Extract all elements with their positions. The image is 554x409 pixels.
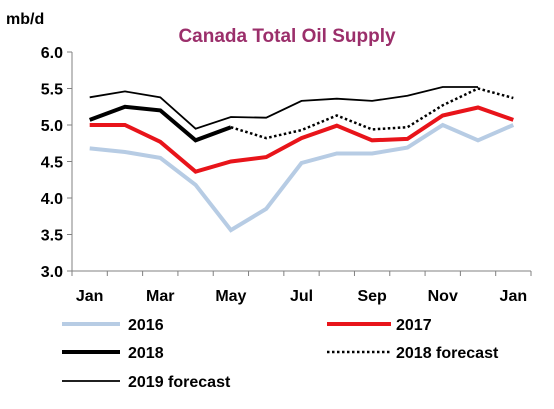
y-tick-label: 5.0 bbox=[41, 118, 63, 135]
x-tick-label: Nov bbox=[428, 288, 458, 305]
y-tick-label: 3.0 bbox=[41, 264, 63, 281]
legend: 2016 2017 2018 2018 forecast 2019 forecast bbox=[62, 317, 499, 391]
y-tick-label: 3.5 bbox=[41, 228, 63, 245]
axes: 3.0 3.5 4.0 4.5 5.0 5.5 6.0 Jan Mar May Jul Sep Nov J… bbox=[41, 45, 532, 305]
series-line-2017 bbox=[89, 105, 514, 174]
y-tick-label: 4.5 bbox=[41, 155, 63, 172]
x-tick-label: May bbox=[215, 288, 246, 305]
series-line-2016 bbox=[89, 122, 515, 233]
y-axis-label: mb/d bbox=[6, 11, 44, 28]
legend-label-2018-forecast: 2018 forecast bbox=[396, 345, 499, 362]
x-tick-label: Jan bbox=[76, 288, 104, 305]
x-tick-label: Mar bbox=[146, 288, 174, 305]
x-tick-label: Jan bbox=[500, 288, 528, 305]
series-line-2018-forecast bbox=[230, 87, 514, 140]
x-tick-label: Sep bbox=[357, 288, 387, 305]
y-tick-label: 5.5 bbox=[41, 82, 63, 99]
y-tick-label: 4.0 bbox=[41, 191, 63, 208]
legend-label-2017: 2017 bbox=[396, 317, 432, 334]
series-line-2019-forecast bbox=[89, 86, 478, 130]
series-layer bbox=[89, 86, 515, 233]
legend-label-2018: 2018 bbox=[128, 345, 164, 362]
series-line-2018 bbox=[89, 104, 232, 143]
legend-label-2016: 2016 bbox=[128, 317, 164, 334]
legend-label-2019-forecast: 2019 forecast bbox=[128, 374, 231, 391]
chart-title: Canada Total Oil Supply bbox=[178, 26, 396, 47]
x-tick-label: Jul bbox=[290, 288, 313, 305]
y-tick-label: 6.0 bbox=[41, 45, 63, 62]
